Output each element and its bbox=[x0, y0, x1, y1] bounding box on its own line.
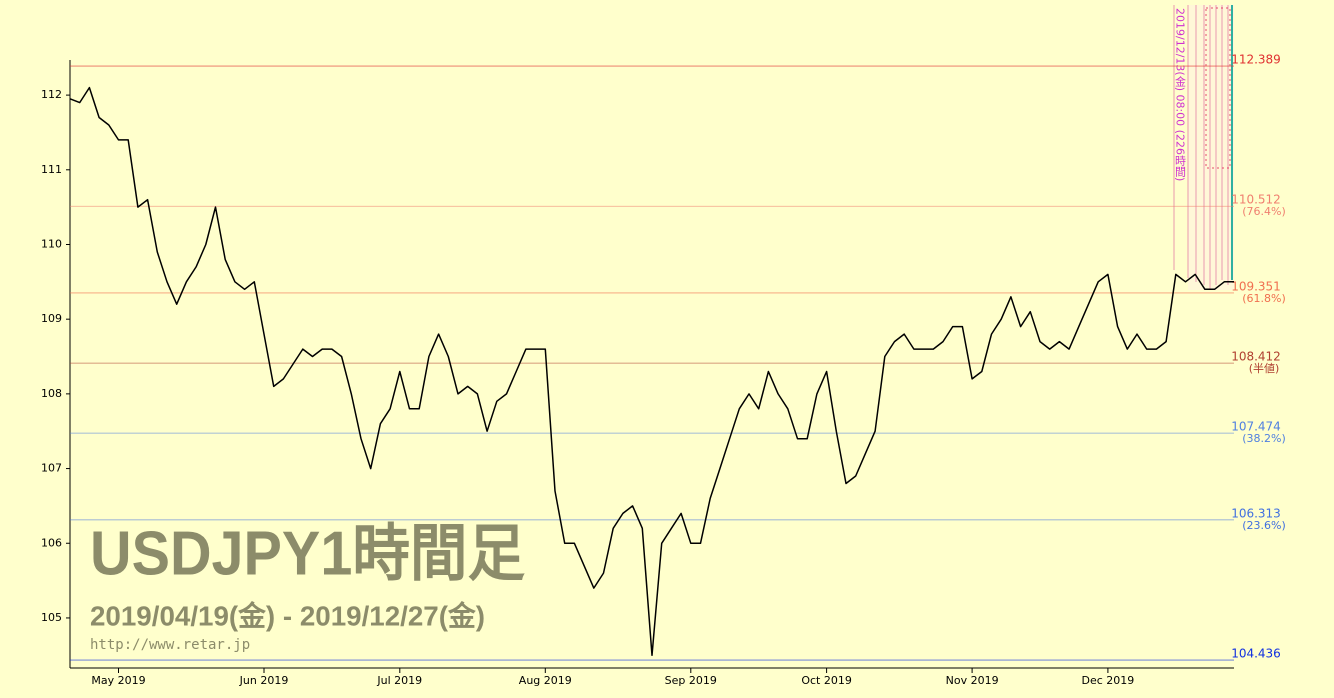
x-tick-label: Aug 2019 bbox=[519, 674, 572, 687]
level-ratio: (76.4%) bbox=[1242, 205, 1286, 218]
x-tick-label: Sep 2019 bbox=[665, 674, 717, 687]
watermark-title: USDJPY1時間足 bbox=[90, 519, 525, 588]
x-tick-label: Jul 2019 bbox=[376, 674, 422, 687]
level-ratio: (23.6%) bbox=[1242, 519, 1286, 532]
x-tick-label: Nov 2019 bbox=[946, 674, 999, 687]
x-tick-label: May 2019 bbox=[91, 674, 145, 687]
level-label: 109.351 bbox=[1231, 279, 1281, 293]
level-label: 108.412 bbox=[1231, 350, 1281, 364]
level-ratio: (半値) bbox=[1249, 361, 1280, 375]
annotation: 2019/12/13(金) 08:00 (226時間) bbox=[1174, 8, 1187, 181]
y-tick-label: 112 bbox=[41, 88, 62, 101]
annotation-band bbox=[1188, 5, 1234, 290]
x-tick-label: Dec 2019 bbox=[1082, 674, 1135, 687]
level-ratio: (61.8%) bbox=[1242, 292, 1286, 305]
y-tick-label: 108 bbox=[41, 387, 62, 400]
annotation-lines bbox=[1173, 5, 1229, 290]
y-tick-label: 111 bbox=[41, 163, 62, 176]
level-ratio: (38.2%) bbox=[1242, 432, 1286, 445]
y-tick-label: 107 bbox=[41, 462, 62, 475]
y-tick-label: 106 bbox=[41, 536, 62, 549]
x-tick-label: Jun 2019 bbox=[239, 674, 289, 687]
y-tick-label: 109 bbox=[41, 312, 62, 325]
y-tick-label: 110 bbox=[41, 237, 62, 250]
y-tick-label: 105 bbox=[41, 611, 62, 624]
level-label: 106.313 bbox=[1231, 506, 1281, 520]
level-label: 112.389 bbox=[1231, 53, 1281, 67]
x-tick-label: Oct 2019 bbox=[801, 674, 852, 687]
price-line bbox=[69, 86, 1234, 657]
level-label: 110.512 bbox=[1231, 193, 1281, 207]
watermark-subtitle: 2019/04/19(金) - 2019/12/27(金) bbox=[90, 599, 485, 631]
level-label: 104.436 bbox=[1231, 647, 1281, 661]
watermark-source: http://www.retar.jp bbox=[90, 637, 250, 653]
annotation-clutter bbox=[1205, 7, 1231, 169]
level-label: 107.474 bbox=[1231, 420, 1281, 434]
